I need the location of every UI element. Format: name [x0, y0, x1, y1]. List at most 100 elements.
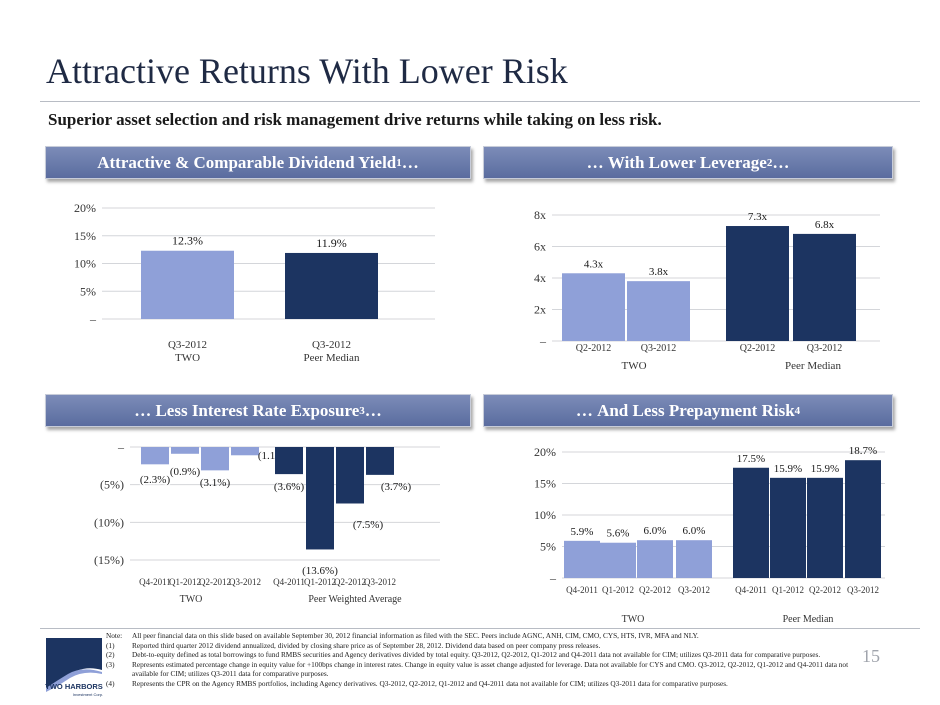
group-label: Peer Median: [783, 614, 834, 625]
footnote-row: Note: All peer financial data on this sli…: [106, 631, 866, 641]
group-label: TWO: [175, 352, 200, 364]
category-label: Q2-2012: [639, 585, 671, 595]
y-tick-label: 6x: [534, 240, 546, 254]
y-tick-label: 2x: [534, 303, 546, 317]
group-label: TWO: [180, 594, 203, 605]
data-label: 4.3x: [584, 258, 604, 270]
y-tick-label: 20%: [534, 445, 556, 459]
y-tick-label: 10%: [74, 257, 96, 271]
bar: [676, 540, 712, 578]
bar: [171, 447, 199, 454]
banner-suffix: …: [364, 400, 382, 420]
bar: [600, 542, 636, 578]
banner-suffix: …: [772, 152, 790, 172]
data-label: 6.8x: [815, 219, 835, 231]
footnote-text: Represents the CPR on the Agency RMBS po…: [132, 678, 728, 688]
category-label: Q2-2012: [809, 585, 841, 595]
bar: [201, 447, 229, 471]
data-label: 5.9%: [571, 526, 594, 538]
banner-text: Less Interest Rate Exposure: [155, 400, 360, 420]
category-label: Q3-2012: [229, 577, 261, 587]
data-label: 5.6%: [607, 528, 630, 540]
dividend-yield-banner: Attractive & Comparable Dividend Yield 1…: [45, 146, 471, 179]
data-label: (2.3%): [140, 474, 171, 486]
data-label: 17.5%: [737, 453, 765, 465]
data-label: 15.9%: [774, 463, 802, 475]
category-label: Q4-2011: [735, 585, 767, 595]
interest-rate-banner: … Less Interest Rate Exposure 3…: [45, 394, 471, 427]
banner-prefix: …: [586, 152, 608, 172]
y-tick-label: –: [549, 571, 557, 585]
category-label: Q3-2012: [168, 339, 207, 351]
data-label: (3.6%): [274, 481, 305, 493]
footnote-key: (2): [106, 650, 115, 660]
y-tick-label: 5%: [80, 284, 96, 298]
bar: [275, 447, 303, 475]
bar: [726, 226, 789, 341]
bar: [285, 252, 378, 319]
category-label: Q3-2012: [641, 343, 677, 354]
data-label: 6.0%: [683, 525, 706, 537]
y-tick-label: –: [539, 334, 547, 348]
logo-name: TWO HARBORS: [45, 682, 103, 691]
category-label: Q3-2012: [312, 339, 351, 351]
footnote-key: (4): [106, 678, 115, 688]
data-label: (7.5%): [353, 519, 384, 531]
footnote-text: Reported third quarter 2012 dividend ann…: [132, 640, 601, 650]
bar: [627, 281, 690, 341]
bar: [336, 447, 364, 504]
group-label: Peer Weighted Average: [308, 594, 402, 605]
y-tick-label: 5%: [540, 540, 556, 554]
data-label: 18.7%: [849, 445, 877, 457]
y-tick-label: 15%: [534, 477, 556, 491]
bar: [637, 540, 673, 578]
footnote-row: (4) Represents the CPR on the Agency RMBS…: [106, 679, 866, 689]
footnote-row: (1) Reported third quarter 2012 dividend …: [106, 641, 866, 651]
bar: [562, 273, 625, 341]
data-label: 3.8x: [649, 266, 669, 278]
y-tick-label: 8x: [534, 208, 546, 222]
footnote-key: (3): [106, 659, 115, 669]
data-label: 12.3%: [172, 234, 203, 248]
bar: [733, 467, 769, 578]
banner-suffix: …: [401, 152, 419, 172]
data-label: (0.9%): [170, 466, 201, 478]
y-tick-label: –: [117, 440, 125, 454]
banner-prefix: …: [134, 400, 156, 420]
bar: [231, 447, 259, 456]
footnote-text: Represents estimated percentage change i…: [132, 659, 849, 679]
banner-text: Attractive & Comparable Dividend Yield: [97, 152, 397, 172]
category-label: Q1-2012: [602, 585, 634, 595]
data-label: 11.9%: [316, 236, 347, 250]
group-label: Peer Median: [304, 352, 360, 364]
footnote-key: Note:: [106, 631, 123, 640]
slide-title: Attractive Returns With Lower Risk: [46, 51, 568, 91]
bar: [793, 233, 856, 341]
y-tick-label: (5%): [100, 478, 124, 492]
category-label: Q3-2012: [807, 343, 843, 354]
footnote-row: (3) Represents estimated percentage chang…: [106, 660, 866, 679]
page-number: 15: [862, 646, 880, 666]
footnotes: Note: All peer financial data on this sli…: [106, 631, 866, 689]
y-tick-label: (10%): [94, 515, 124, 529]
banner-prefix: …: [575, 400, 598, 420]
data-label: (13.6%): [302, 565, 338, 577]
footnote-key: (1): [106, 640, 115, 650]
banner-text: And Less Prepayment Risk: [597, 400, 795, 420]
interest-rate-exposure-chart: – (5%) (10%) (15%) (2.3%) Q4-2011 (0.9%) Q1-201…: [94, 440, 440, 605]
footnote-row: (2) Debt-to-equity defined as total borro…: [106, 650, 866, 660]
category-label: Q1-2012: [169, 577, 201, 587]
footnotes-area: [40, 628, 920, 705]
category-label: Q4-2011: [139, 577, 171, 587]
title-divider: [40, 101, 920, 102]
bar: [306, 447, 334, 550]
y-tick-label: –: [89, 312, 97, 326]
category-label: Q1-2012: [772, 585, 804, 595]
category-label: Q3-2012: [364, 577, 396, 587]
y-tick-label: (15%): [94, 553, 124, 567]
two-harbors-logo: TWO HARBORS Investment Corp.: [45, 638, 103, 697]
footnote-divider: [40, 628, 920, 629]
category-label: Q1-2012: [304, 577, 336, 587]
y-tick-label: 20%: [74, 201, 96, 215]
